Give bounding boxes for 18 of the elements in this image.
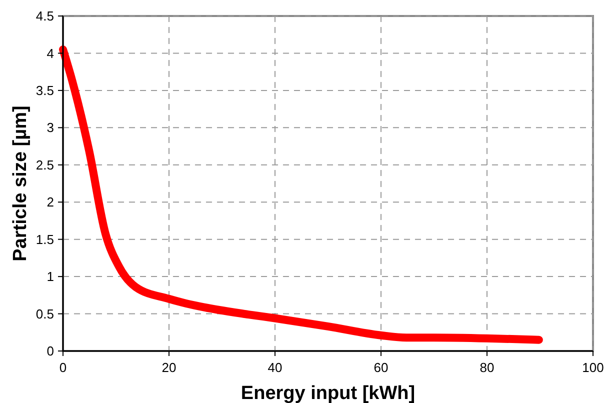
y-tick-label: 0.5 — [36, 306, 54, 322]
x-tick-label: 60 — [374, 360, 388, 375]
y-tick-label: 2 — [46, 194, 54, 210]
y-axis-title: Particle size [µm] — [10, 106, 31, 262]
x-tick-label: 40 — [268, 360, 282, 375]
y-tick-label: 0 — [46, 344, 54, 359]
y-tick-label: 3 — [46, 120, 54, 136]
y-tick-label: 4 — [46, 46, 54, 61]
x-tick-label: 0 — [59, 360, 67, 375]
y-tick-label: 1 — [46, 269, 54, 284]
x-tick-label: 20 — [162, 360, 176, 375]
x-tick-label: 80 — [480, 360, 494, 375]
y-tick-label: 3.5 — [36, 82, 54, 98]
y-tick-label: 1.5 — [36, 232, 54, 247]
x-axis-title: Energy input [kWh] — [240, 383, 416, 403]
x-tick-label: 100 — [582, 360, 604, 375]
y-tick-label: 4.5 — [36, 8, 54, 24]
y-tick-label: 2.5 — [36, 157, 54, 172]
